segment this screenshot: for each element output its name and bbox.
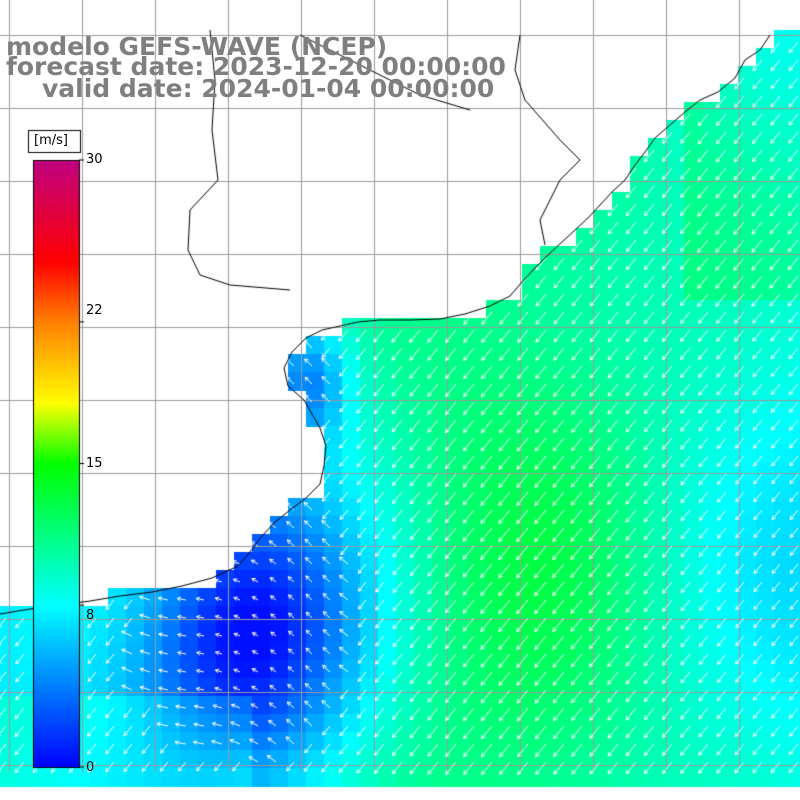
colorbar-tick-0: 0: [86, 760, 95, 775]
forecast-date: forecast date: 2023-12-20 00:00:00: [6, 52, 506, 81]
model-title: modelo GEFS-WAVE (NCEP): [6, 32, 388, 61]
valid-date: valid date: 2024-01-04 00:00:00: [42, 74, 495, 103]
colorbar-tick-15: 15: [86, 456, 103, 471]
colorbar-tick-30: 30: [86, 152, 103, 167]
colorbar-unit: [m/s]: [34, 133, 68, 148]
colorbar-tick-22: 22: [86, 303, 103, 318]
colorbar-tick-8: 8: [86, 608, 95, 623]
